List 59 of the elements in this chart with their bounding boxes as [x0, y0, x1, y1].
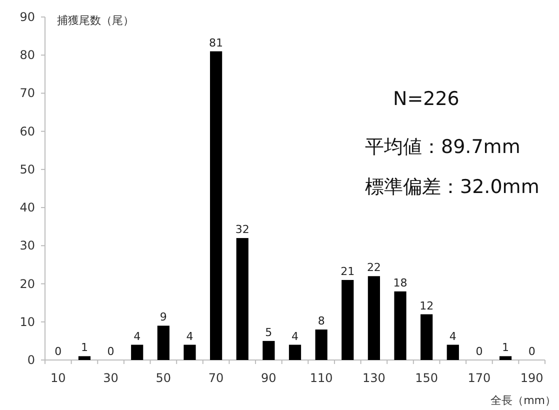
bar — [131, 344, 144, 360]
y-tick-label: 80 — [20, 48, 35, 62]
annotation: 標準偏差：32.0mm — [365, 176, 540, 198]
bar — [420, 314, 433, 360]
bar — [368, 276, 380, 360]
y-tick-label: 30 — [20, 238, 35, 253]
data-label: 8 — [318, 314, 325, 328]
x-tick-label: 70 — [208, 371, 224, 385]
y-tick-label: 10 — [20, 314, 35, 329]
data-label: 81 — [209, 36, 224, 50]
data-label: 4 — [186, 330, 194, 343]
data-label: 4 — [134, 330, 141, 343]
y-tick-label: 70 — [20, 86, 35, 100]
bar — [210, 51, 222, 360]
bar — [236, 238, 248, 360]
data-label: 1 — [80, 341, 88, 354]
bar — [288, 344, 302, 360]
data-label: 0 — [528, 345, 536, 358]
data-label: 1 — [502, 341, 510, 354]
data-label: 22 — [366, 261, 381, 274]
bar — [446, 344, 459, 360]
bar — [157, 326, 170, 360]
bar — [315, 330, 328, 360]
data-label: 12 — [420, 299, 434, 312]
data-label: 0 — [476, 345, 483, 358]
annotation: N=226 — [393, 88, 460, 110]
data-label: 4 — [292, 330, 298, 343]
bar — [184, 344, 196, 360]
y-tick-label: 40 — [20, 200, 35, 215]
x-tick-label: 190 — [520, 371, 544, 385]
bar — [499, 356, 512, 360]
x-tick-label: 10 — [50, 371, 66, 385]
data-label: 21 — [340, 264, 355, 278]
y-tick-label: 90 — [20, 10, 35, 24]
x-tick-label: 150 — [415, 371, 438, 385]
x-axis-title: 全長（mm） — [490, 394, 556, 407]
x-tick-label: 130 — [362, 371, 386, 385]
y-tick-label: 0 — [27, 353, 35, 367]
x-tick-label: 170 — [468, 371, 491, 385]
data-label: 32 — [235, 223, 250, 236]
x-tick-label: 30 — [103, 371, 118, 385]
y-tick-label: 50 — [20, 162, 35, 176]
bar — [394, 291, 406, 360]
data-label: 4 — [449, 330, 456, 343]
data-label: 9 — [160, 310, 167, 324]
data-label: 0 — [54, 345, 62, 358]
bar — [342, 280, 354, 360]
x-tick-label: 50 — [156, 371, 172, 385]
bar — [262, 340, 275, 360]
data-label: 0 — [107, 345, 114, 358]
data-label: 18 — [393, 276, 408, 290]
annotation: 平均値：89.7mm — [365, 136, 520, 158]
x-tick-label: 110 — [310, 371, 333, 385]
y-tick-label: 20 — [20, 276, 35, 291]
data-label: 5 — [265, 326, 272, 339]
bar — [78, 356, 91, 360]
y-axis-title: 捕獲尾数（尾） — [57, 14, 134, 27]
y-tick-label: 60 — [20, 124, 35, 138]
x-tick-label: 90 — [261, 371, 276, 385]
